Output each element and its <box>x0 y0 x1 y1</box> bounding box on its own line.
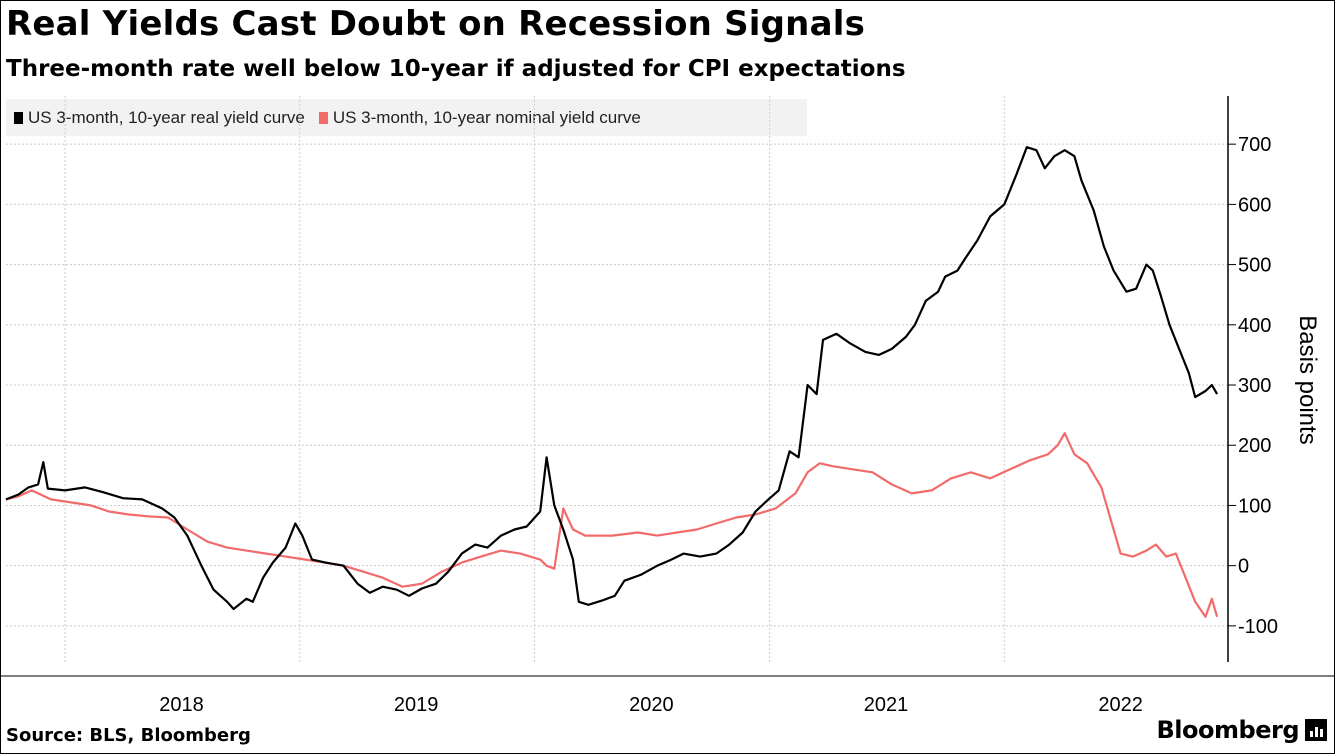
bloomberg-terminal-icon <box>1305 719 1327 741</box>
x-tick-label: 2022 <box>1098 694 1143 716</box>
legend-swatch-real <box>14 111 23 124</box>
series-line-real <box>5 146 1219 611</box>
legend-item-real: US 3-month, 10-year real yield curve <box>14 108 305 128</box>
y-tick-label: 100 <box>1238 495 1271 517</box>
y-tick-label: 700 <box>1238 134 1271 156</box>
x-tick-label: 2021 <box>864 694 909 716</box>
y-tick-label: 600 <box>1238 194 1271 216</box>
x-tick-label: 2020 <box>629 694 674 716</box>
y-tick-label: 400 <box>1238 315 1271 337</box>
brand-text: Bloomberg <box>1156 716 1300 744</box>
y-tick-label: -100 <box>1238 616 1278 638</box>
legend-item-nominal: US 3-month, 10-year nominal yield curve <box>318 107 641 128</box>
y-axis-label: Basis points <box>1294 315 1321 444</box>
legend-label-nominal: US 3-month, 10-year nominal yield curve <box>332 107 641 127</box>
bloomberg-logo: Bloomberg <box>1157 716 1327 744</box>
series-layer <box>5 146 1219 618</box>
grid-layer <box>6 96 1228 662</box>
legend-swatch-nominal <box>318 111 328 124</box>
x-tick-label: 2019 <box>394 694 439 716</box>
chart-subtitle: Three-month rate well below 10-year if a… <box>6 56 906 82</box>
y-tick-label: 300 <box>1238 375 1271 397</box>
y-tick-label: 500 <box>1238 255 1271 277</box>
axis-layer: -100 0 100 200 300 400 500 600 700 2018 2019 2020 20… <box>0 96 1335 716</box>
y-tick-label: 0 <box>1238 556 1249 578</box>
chart-title: Real Yields Cast Doubt on Recession Sign… <box>6 4 866 44</box>
series-line-nominal <box>5 432 1219 618</box>
legend-label-real: US 3-month, 10-year real yield curve <box>28 107 305 127</box>
y-tick-label: 200 <box>1238 435 1271 457</box>
x-tick-label: 2018 <box>159 694 204 716</box>
chart-legend: US 3-month, 10-year real yield curve US … <box>6 99 807 136</box>
source-note: Source: BLS, Bloomberg <box>6 725 251 746</box>
